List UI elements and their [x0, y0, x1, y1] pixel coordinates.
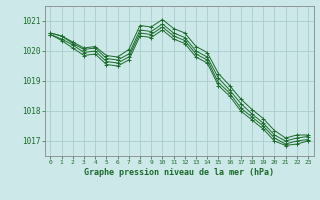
- X-axis label: Graphe pression niveau de la mer (hPa): Graphe pression niveau de la mer (hPa): [84, 168, 274, 177]
